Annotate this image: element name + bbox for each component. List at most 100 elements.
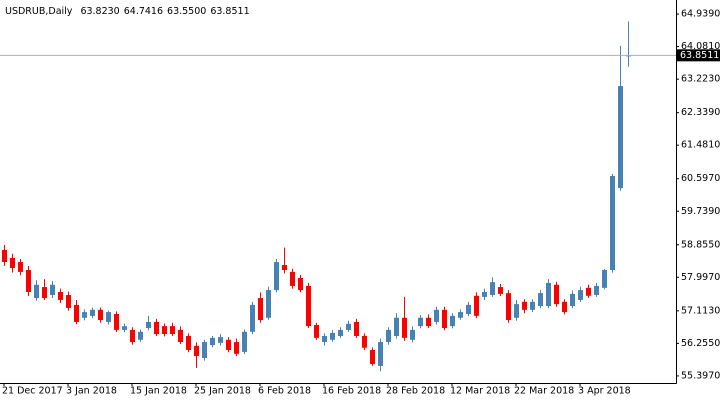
candle-body [346, 323, 351, 330]
candle-body [218, 337, 223, 343]
x-tick-label: 15 Jan 2018 [130, 386, 187, 397]
candle-body [594, 285, 599, 296]
candle-body [18, 262, 23, 272]
candle-body [362, 335, 367, 348]
candle-body [522, 301, 527, 310]
candle-body [378, 342, 383, 366]
x-tick-label: 3 Apr 2018 [578, 386, 631, 397]
header-open: 63.8230 [80, 6, 119, 17]
y-tick-label: 61.4810 [681, 140, 720, 151]
candle-body [210, 337, 215, 346]
candle-body [466, 304, 471, 314]
candle-body [322, 335, 327, 343]
candle-body [578, 290, 583, 300]
y-tick-label: 56.2550 [681, 338, 720, 349]
candle-body [130, 329, 135, 343]
y-tick-label: 64.0810 [681, 41, 720, 52]
last-price-box [677, 49, 720, 62]
candle-body [82, 312, 87, 318]
candle-body [418, 317, 423, 327]
candle-body [226, 339, 231, 351]
candle-body [370, 350, 375, 365]
candle-body [314, 324, 319, 338]
candle-body [490, 282, 495, 296]
header-high: 64.7416 [124, 6, 163, 17]
candle-body [98, 309, 103, 321]
candle-body [170, 326, 175, 335]
candle-body [426, 317, 431, 327]
y-tick-label: 57.1130 [681, 305, 720, 316]
candle-body [458, 312, 463, 318]
candle-body [274, 262, 279, 291]
candle-body [338, 329, 343, 336]
candle-body [26, 269, 31, 292]
x-tick-label: 3 Jan 2018 [66, 386, 117, 397]
candle-body [178, 329, 183, 343]
candle-body [298, 277, 303, 291]
x-tick-label: 22 Mar 2018 [514, 386, 574, 397]
candle-body [554, 284, 559, 305]
y-tick-label: 62.3390 [681, 107, 720, 118]
candle-body [194, 345, 199, 357]
candle-body [122, 326, 127, 330]
candle-body [474, 295, 479, 316]
candle-body [618, 86, 623, 189]
candle-body [410, 329, 415, 340]
candle-body [498, 287, 503, 294]
header-close: 63.8511 [210, 6, 249, 17]
candle-body [162, 326, 167, 335]
candle-body [482, 291, 487, 297]
candle-body [402, 317, 407, 338]
candle-body [330, 332, 335, 340]
candle-body [74, 304, 79, 322]
candle-body [570, 293, 575, 307]
x-tick-label: 25 Jan 2018 [194, 386, 251, 397]
candle-body [106, 312, 111, 322]
candle-body [10, 257, 15, 269]
x-tick-label: 16 Feb 2018 [322, 386, 381, 397]
candle-body [354, 321, 359, 336]
candle-body [186, 335, 191, 351]
candle-body [42, 287, 47, 299]
candle-body [282, 265, 287, 270]
header-low: 63.5500 [167, 6, 206, 17]
x-tick-label: 6 Feb 2018 [258, 386, 311, 397]
candle-body [58, 291, 63, 300]
candle-body [2, 249, 7, 263]
candle-body [154, 321, 159, 335]
y-tick-label: 63.2230 [681, 74, 720, 85]
x-tick-label: 12 Mar 2018 [450, 386, 510, 397]
candle-body [66, 295, 71, 308]
candle-body [250, 304, 255, 332]
candle-body [34, 284, 39, 299]
candle-body [610, 175, 615, 270]
candle-body [442, 309, 447, 329]
candle-body [306, 285, 311, 327]
candle-body [538, 293, 543, 307]
y-tick-label: 58.8550 [681, 239, 720, 250]
y-tick-label: 55.3970 [681, 370, 720, 381]
candle-body [266, 290, 271, 318]
candle-body [450, 315, 455, 327]
candle-body [386, 329, 391, 343]
candle-body [586, 287, 591, 296]
y-tick-label: 60.5970 [681, 173, 720, 184]
candle-body [146, 321, 151, 329]
candle-body [562, 301, 567, 313]
candle-body [242, 331, 247, 352]
candle-body [138, 331, 143, 340]
candle-body [626, 55, 631, 57]
candle-body [546, 282, 551, 307]
candle-body [514, 304, 519, 318]
candle-body [234, 342, 239, 354]
candle-body [90, 309, 95, 316]
candle-body [202, 342, 207, 358]
candle-body [530, 301, 535, 310]
chart-title: USDRUB,Daily [5, 6, 73, 17]
y-tick-label: 64.9390 [681, 9, 720, 20]
last-price-label: 63.8511 [680, 50, 719, 61]
candle-body [50, 284, 55, 296]
candle-body [506, 293, 511, 321]
